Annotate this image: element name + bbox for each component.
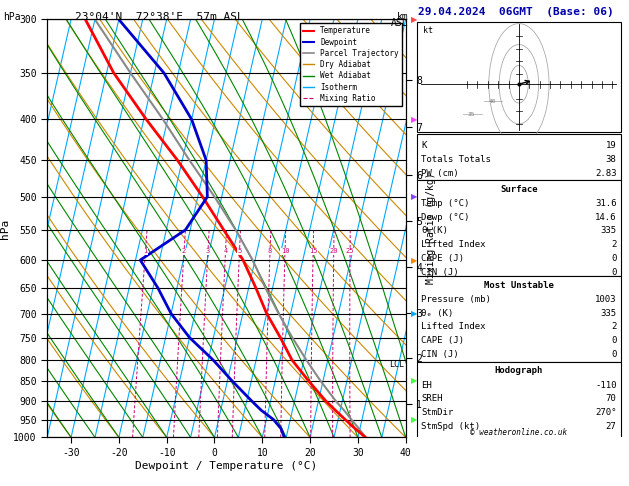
- Text: 31.6: 31.6: [595, 199, 616, 208]
- Text: Most Unstable: Most Unstable: [484, 280, 554, 290]
- Text: LCL: LCL: [389, 360, 404, 369]
- Text: © weatheronline.co.uk: © weatheronline.co.uk: [470, 428, 567, 436]
- Text: 10: 10: [281, 248, 289, 254]
- Text: 2: 2: [182, 248, 186, 254]
- Text: Surface: Surface: [500, 185, 538, 193]
- Text: 2: 2: [611, 240, 616, 249]
- Text: hPa: hPa: [3, 12, 21, 22]
- Text: ▶: ▶: [411, 192, 417, 201]
- Text: 8: 8: [268, 248, 272, 254]
- Text: 0: 0: [611, 350, 616, 359]
- Text: Temp (°C): Temp (°C): [421, 199, 470, 208]
- Text: ASL: ASL: [391, 18, 409, 29]
- Text: ▶: ▶: [411, 256, 417, 264]
- X-axis label: Dewpoint / Temperature (°C): Dewpoint / Temperature (°C): [135, 461, 318, 470]
- Text: 14.6: 14.6: [595, 212, 616, 222]
- Text: Hodograph: Hodograph: [495, 366, 543, 375]
- Text: 5: 5: [237, 248, 242, 254]
- Text: CIN (J): CIN (J): [421, 350, 459, 359]
- Text: 40: 40: [488, 99, 496, 104]
- Text: PW (cm): PW (cm): [421, 169, 459, 178]
- Text: StmSpd (kt): StmSpd (kt): [421, 422, 481, 431]
- Text: SREH: SREH: [421, 394, 443, 403]
- Text: 20: 20: [330, 248, 338, 254]
- Text: Lifted Index: Lifted Index: [421, 240, 486, 249]
- Text: Dewp (°C): Dewp (°C): [421, 212, 470, 222]
- Text: 1003: 1003: [595, 295, 616, 304]
- Text: EH: EH: [421, 381, 432, 390]
- Text: ▶: ▶: [411, 309, 417, 318]
- Text: -110: -110: [595, 381, 616, 390]
- Text: CAPE (J): CAPE (J): [421, 254, 464, 263]
- Bar: [417, 180, 621, 277]
- Legend: Temperature, Dewpoint, Parcel Trajectory, Dry Adiabat, Wet Adiabat, Isotherm, Mi: Temperature, Dewpoint, Parcel Trajectory…: [299, 23, 402, 106]
- Text: 2.83: 2.83: [595, 169, 616, 178]
- Text: ▶: ▶: [411, 115, 417, 124]
- Y-axis label: Mixing Ratio (g/kg): Mixing Ratio (g/kg): [426, 173, 436, 284]
- Text: 27: 27: [606, 422, 616, 431]
- Text: StmDir: StmDir: [421, 408, 454, 417]
- Text: 19: 19: [606, 140, 616, 150]
- Text: K: K: [421, 140, 426, 150]
- Text: 270°: 270°: [595, 408, 616, 417]
- Text: 0: 0: [611, 254, 616, 263]
- Bar: [417, 362, 621, 442]
- Text: Pressure (mb): Pressure (mb): [421, 295, 491, 304]
- Text: 25: 25: [346, 248, 354, 254]
- Text: ▶: ▶: [411, 377, 417, 385]
- Text: θₑ(K): θₑ(K): [421, 226, 448, 235]
- Text: km: km: [397, 12, 409, 22]
- Text: ▶: ▶: [411, 15, 417, 24]
- Text: kt: kt: [423, 26, 433, 35]
- Y-axis label: hPa: hPa: [1, 218, 11, 239]
- Text: 29.04.2024  06GMT  (Base: 06): 29.04.2024 06GMT (Base: 06): [418, 7, 614, 17]
- Text: 35: 35: [467, 112, 475, 118]
- Text: 4: 4: [223, 248, 228, 254]
- Bar: [417, 134, 621, 180]
- Text: 335: 335: [600, 226, 616, 235]
- Text: 23°04'N  72°38'E  57m ASL: 23°04'N 72°38'E 57m ASL: [75, 12, 244, 22]
- Text: CIN (J): CIN (J): [421, 268, 459, 277]
- Text: 3: 3: [206, 248, 210, 254]
- Text: 335: 335: [600, 309, 616, 318]
- Text: θₑ (K): θₑ (K): [421, 309, 454, 318]
- Text: Lifted Index: Lifted Index: [421, 323, 486, 331]
- Text: CAPE (J): CAPE (J): [421, 336, 464, 345]
- Text: 38: 38: [606, 155, 616, 164]
- Bar: [417, 21, 621, 132]
- Text: 70: 70: [606, 394, 616, 403]
- Text: 1: 1: [143, 248, 148, 254]
- Text: 0: 0: [611, 268, 616, 277]
- Text: 2: 2: [611, 323, 616, 331]
- Text: 0: 0: [611, 336, 616, 345]
- Text: ▶: ▶: [411, 415, 417, 424]
- Text: Totals Totals: Totals Totals: [421, 155, 491, 164]
- Text: 15: 15: [309, 248, 318, 254]
- Bar: [417, 277, 621, 362]
